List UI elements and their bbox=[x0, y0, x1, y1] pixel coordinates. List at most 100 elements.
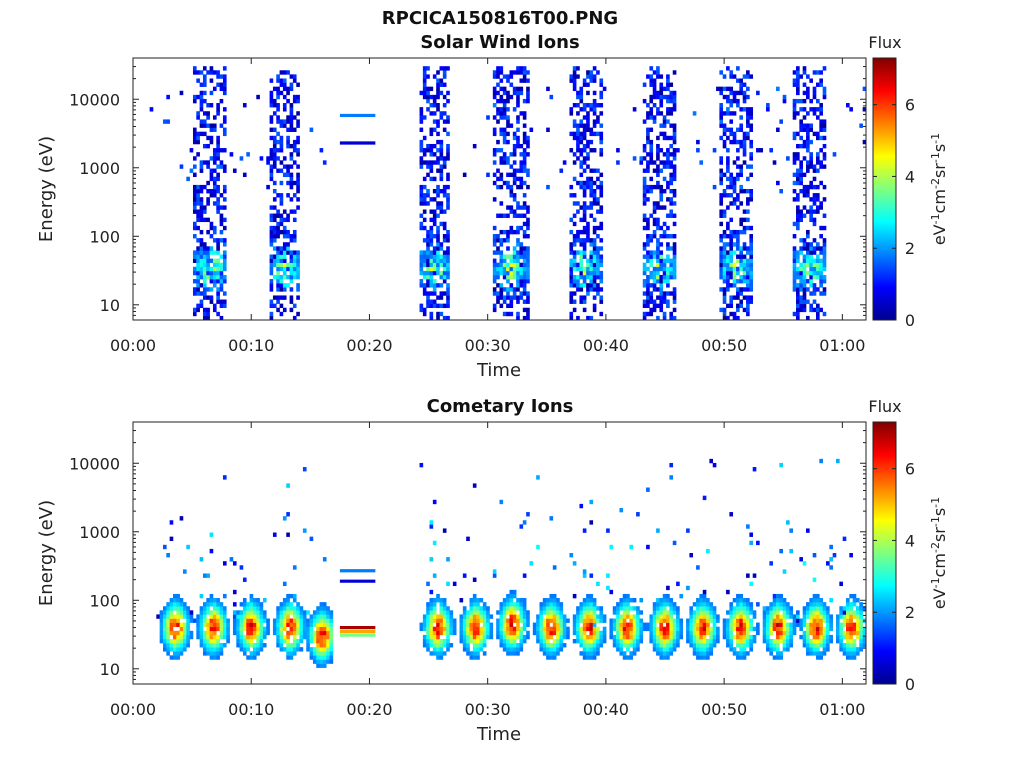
heatmap-cell bbox=[729, 242, 734, 247]
heatmap-cell bbox=[542, 610, 547, 615]
heatmap-cell bbox=[446, 630, 450, 636]
heatmap-cell bbox=[512, 589, 517, 595]
heatmap-cell bbox=[212, 610, 217, 615]
y-tick-label: 1000 bbox=[79, 159, 120, 178]
heatmap-cell bbox=[422, 643, 427, 648]
heatmap-cell bbox=[802, 270, 807, 276]
heatmap-cell bbox=[269, 127, 274, 132]
heatmap-cell bbox=[559, 630, 564, 636]
heatmap-cell bbox=[722, 209, 727, 214]
heatmap-cell bbox=[596, 258, 600, 263]
heatmap-cell bbox=[662, 655, 667, 660]
heatmap-cell bbox=[192, 311, 197, 317]
heatmap-cell bbox=[182, 606, 187, 611]
heatmap-cell bbox=[776, 180, 780, 186]
heatmap-cell bbox=[736, 258, 740, 263]
heatmap-cell bbox=[329, 630, 334, 636]
heatmap-cell bbox=[642, 246, 647, 251]
heatmap-cell bbox=[282, 638, 287, 644]
heatmap-cell bbox=[329, 651, 334, 656]
heatmap-cell bbox=[746, 283, 750, 288]
heatmap-cell bbox=[216, 598, 220, 603]
heatmap-cell bbox=[446, 250, 450, 255]
heatmap-cell bbox=[252, 614, 257, 619]
heatmap-cell bbox=[596, 581, 600, 587]
heatmap-cell bbox=[586, 238, 590, 243]
heatmap-cell bbox=[709, 647, 714, 652]
heatmap-cell bbox=[709, 610, 714, 615]
heatmap-cell bbox=[626, 634, 630, 640]
heatmap-cell bbox=[592, 119, 597, 124]
heatmap-cell bbox=[522, 307, 527, 313]
heatmap-cell bbox=[236, 630, 240, 636]
heatmap-cell bbox=[442, 618, 447, 623]
heatmap-cell bbox=[496, 283, 500, 288]
heatmap-cell bbox=[569, 291, 574, 296]
heatmap-cell bbox=[262, 618, 267, 623]
heatmap-cell bbox=[589, 258, 594, 263]
heatmap-cell bbox=[249, 598, 254, 603]
heatmap-cell bbox=[596, 266, 600, 272]
heatmap-cell bbox=[656, 152, 660, 157]
heatmap-cell bbox=[712, 622, 717, 627]
heatmap-cell bbox=[669, 614, 674, 619]
heatmap-cell bbox=[576, 266, 580, 272]
heatmap-cell bbox=[199, 123, 204, 128]
heatmap-cell bbox=[792, 115, 797, 120]
heatmap-cell bbox=[582, 131, 587, 137]
heatmap-cell bbox=[649, 630, 654, 636]
heatmap-cell bbox=[286, 246, 290, 251]
heatmap-cell bbox=[516, 315, 520, 321]
heatmap-cell bbox=[269, 238, 274, 243]
heatmap-cell bbox=[212, 634, 217, 640]
heatmap-cell bbox=[259, 647, 264, 652]
heatmap-cell bbox=[502, 262, 507, 268]
heatmap-cell bbox=[822, 225, 827, 231]
heatmap-cell bbox=[599, 103, 604, 108]
heatmap-cell bbox=[266, 184, 270, 190]
heatmap-cell bbox=[319, 148, 324, 153]
heatmap-cell bbox=[436, 123, 440, 128]
heatmap-cell bbox=[222, 266, 227, 272]
heatmap-cell bbox=[662, 630, 667, 636]
heatmap-cell bbox=[762, 606, 767, 611]
heatmap-cell bbox=[259, 630, 264, 636]
heatmap-cell bbox=[239, 602, 244, 607]
heatmap-cell bbox=[729, 610, 734, 615]
heatmap-cell bbox=[436, 139, 440, 145]
heatmap-cell bbox=[742, 307, 747, 313]
heatmap-cell bbox=[849, 593, 853, 599]
heatmap-cell bbox=[419, 279, 424, 284]
heatmap-cell bbox=[816, 254, 820, 259]
heatmap-cell bbox=[802, 299, 807, 304]
heatmap-cell bbox=[506, 254, 510, 259]
heatmap-cell bbox=[592, 643, 597, 648]
heatmap-cell bbox=[446, 299, 450, 304]
heatmap-cell bbox=[739, 189, 744, 194]
heatmap-cell bbox=[589, 618, 594, 623]
heatmap-cell bbox=[419, 626, 424, 632]
heatmap-cell bbox=[512, 213, 517, 218]
heatmap-cell bbox=[206, 274, 210, 280]
heatmap-cell bbox=[189, 148, 194, 153]
heatmap-cell bbox=[816, 258, 820, 263]
heatmap-cell bbox=[562, 614, 567, 619]
heatmap-cell bbox=[432, 246, 437, 251]
heatmap-cell bbox=[642, 299, 647, 304]
heatmap-cell bbox=[212, 279, 217, 284]
heatmap-cell bbox=[199, 299, 204, 304]
heatmap-cell bbox=[599, 606, 604, 611]
heatmap-cell bbox=[276, 213, 280, 218]
heatmap-cell bbox=[736, 610, 740, 615]
heatmap-cell bbox=[662, 221, 667, 227]
heatmap-cell bbox=[626, 602, 630, 607]
heatmap-cell bbox=[446, 115, 450, 120]
heatmap-cell bbox=[822, 246, 827, 251]
heatmap-cell bbox=[579, 262, 584, 268]
heatmap-cell bbox=[689, 614, 694, 619]
heatmap-cell bbox=[702, 618, 707, 623]
heatmap-cell bbox=[622, 630, 627, 636]
heatmap-cell bbox=[446, 622, 450, 627]
heatmap-cell bbox=[429, 626, 434, 632]
